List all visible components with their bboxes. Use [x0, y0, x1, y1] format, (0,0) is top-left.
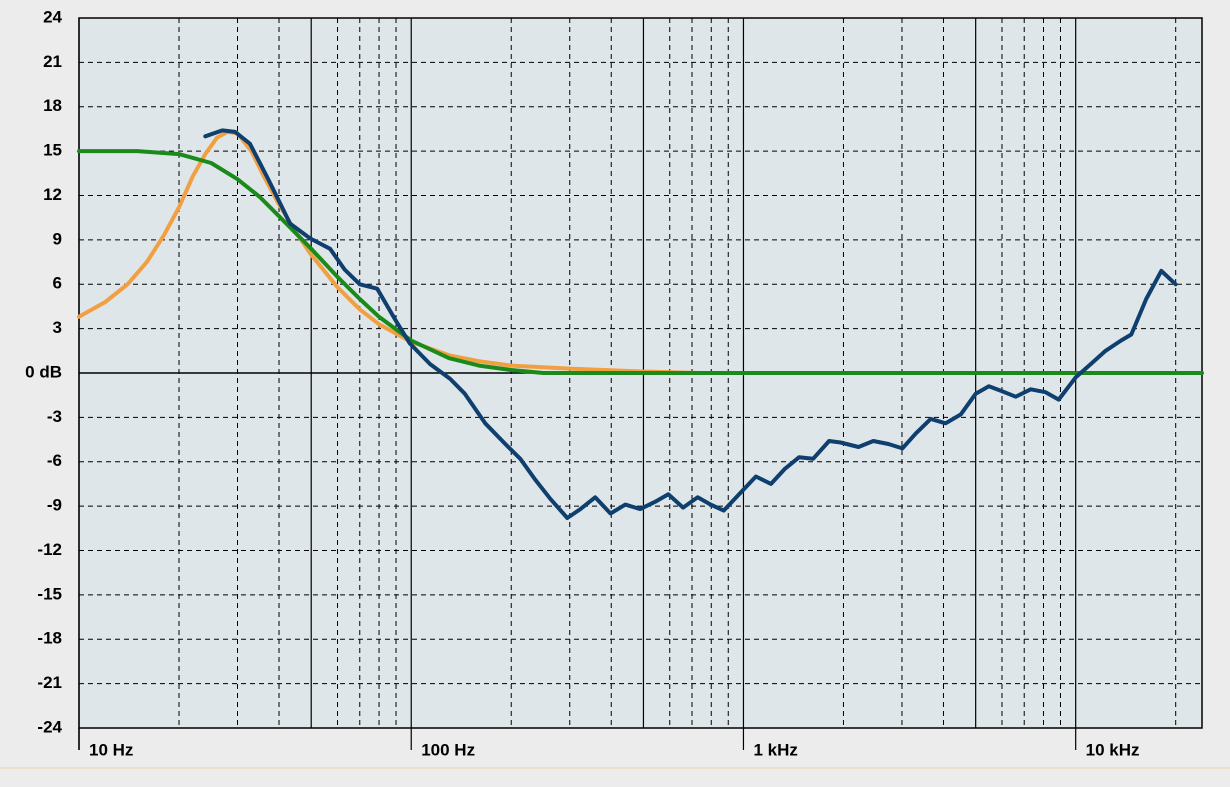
y-tick-label: -24: [37, 717, 62, 736]
series-line: [77, 129, 702, 375]
y-tick-label: 9: [53, 229, 62, 248]
y-tick-label: 18: [43, 96, 62, 115]
y-tick-label: -3: [47, 407, 62, 426]
y-tick-label: -21: [37, 673, 62, 692]
series-line: [77, 149, 1204, 375]
x-tick-label: 10 kHz: [1086, 740, 1140, 759]
y-tick-label: -9: [47, 496, 62, 515]
y-tick-label: 12: [43, 185, 62, 204]
y-tick-label: 15: [43, 141, 62, 160]
y-tick-label: -18: [37, 629, 62, 648]
y-tick-label: 6: [53, 274, 62, 293]
x-tick-label: 100 Hz: [421, 740, 475, 759]
x-tick-label: 1 kHz: [753, 740, 797, 759]
y-tick-label: 21: [43, 52, 62, 71]
series-line: [203, 128, 1178, 520]
y-tick-label: -12: [37, 540, 62, 559]
y-tick-label: -6: [47, 451, 62, 470]
y-tick-label: 0 dB: [25, 362, 62, 381]
x-tick-label: 10 Hz: [89, 740, 133, 759]
y-tick-label: 3: [53, 318, 62, 337]
y-tick-label: -15: [37, 584, 62, 603]
y-tick-label: 24: [43, 7, 62, 26]
